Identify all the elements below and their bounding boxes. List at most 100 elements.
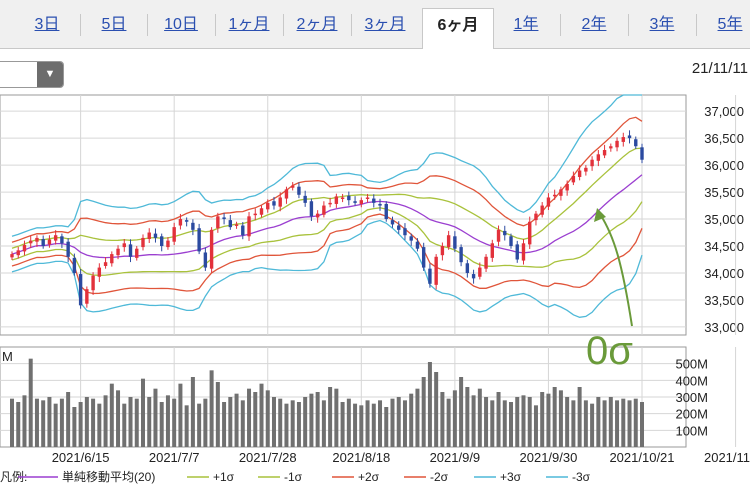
plus-3-sigma-line bbox=[11, 94, 642, 237]
candle-body bbox=[397, 225, 401, 230]
candle-body bbox=[103, 262, 108, 266]
volume-bar bbox=[546, 393, 551, 447]
price-tick-label: 36,000 bbox=[704, 158, 744, 173]
volume-bar bbox=[172, 398, 177, 447]
triangle-down-icon[interactable]: ▼ bbox=[37, 62, 63, 87]
candle-body bbox=[515, 244, 519, 260]
volume-bar bbox=[465, 387, 470, 447]
candle-body bbox=[621, 137, 625, 142]
candle-body bbox=[353, 201, 357, 203]
volume-bar bbox=[328, 387, 333, 447]
candle-body bbox=[640, 147, 644, 160]
tab-separator bbox=[215, 14, 216, 36]
volume-bar bbox=[265, 390, 270, 447]
candle-body bbox=[390, 220, 395, 225]
candle-body bbox=[284, 189, 289, 199]
minus-3-sigma-line bbox=[11, 219, 643, 318]
legend-label: +3σ bbox=[500, 470, 522, 484]
tab-period-0[interactable]: 3日 bbox=[34, 16, 60, 33]
candle-body bbox=[153, 233, 158, 238]
candle-body bbox=[365, 197, 370, 199]
tab-separator bbox=[80, 14, 81, 36]
volume-bar bbox=[22, 395, 27, 447]
volume-bar bbox=[147, 397, 152, 447]
tab-period-3[interactable]: 1ヶ月 bbox=[228, 16, 270, 33]
volume-bar bbox=[228, 397, 233, 447]
price-tick-label: 36,500 bbox=[704, 131, 744, 146]
tab-period-6[interactable]: 6ヶ月 bbox=[422, 8, 494, 49]
candle-body bbox=[78, 274, 83, 306]
tab-period-7[interactable]: 1年 bbox=[513, 16, 539, 33]
date-tick-label: 2021/7/28 bbox=[239, 450, 297, 465]
volume-bar bbox=[66, 392, 71, 447]
candle-body bbox=[91, 275, 95, 291]
tab-period-4[interactable]: 2ヶ月 bbox=[296, 16, 338, 33]
candle-body bbox=[172, 227, 176, 242]
volume-bar bbox=[78, 402, 83, 447]
tab-period-5[interactable]: 3ヶ月 bbox=[364, 16, 406, 33]
candle-body bbox=[178, 219, 183, 226]
tab-separator bbox=[560, 14, 561, 36]
candle-body bbox=[128, 244, 133, 257]
candle-body bbox=[372, 198, 376, 203]
candle-body bbox=[10, 254, 14, 258]
volume-bar bbox=[296, 402, 301, 447]
annotation-arrow-head bbox=[594, 208, 606, 222]
volume-bar bbox=[16, 402, 21, 447]
candle-body bbox=[496, 229, 501, 242]
candle-body bbox=[440, 246, 445, 256]
volume-tick-label: 300M bbox=[675, 390, 708, 405]
candle-body bbox=[409, 236, 413, 241]
volume-bar bbox=[41, 400, 46, 447]
candle-body bbox=[278, 197, 282, 207]
volume-bar bbox=[184, 405, 189, 447]
volume-bar bbox=[334, 388, 339, 447]
tab-period-10[interactable]: 5年 bbox=[717, 16, 743, 33]
candle-body bbox=[247, 216, 251, 237]
candle-body bbox=[16, 250, 20, 256]
candle-body bbox=[309, 201, 314, 217]
volume-unit-label: M bbox=[2, 349, 13, 364]
plus-1-sigma-line bbox=[11, 147, 643, 249]
candle-body bbox=[66, 241, 70, 257]
candle-body bbox=[590, 159, 594, 167]
tab-period-8[interactable]: 2年 bbox=[581, 16, 607, 33]
candle-body bbox=[503, 230, 507, 236]
tab-period-1[interactable]: 5日 bbox=[101, 16, 127, 33]
candle-body bbox=[184, 220, 189, 222]
date-tick-label: 2021/7/7 bbox=[149, 450, 200, 465]
tab-separator bbox=[351, 14, 352, 36]
volume-bar bbox=[402, 400, 407, 447]
candle-body bbox=[297, 186, 301, 195]
candle-body bbox=[552, 194, 557, 197]
volume-bar bbox=[415, 388, 420, 447]
tab-period-9[interactable]: 3年 bbox=[649, 16, 675, 33]
volume-bar bbox=[153, 388, 158, 447]
candle-body bbox=[359, 200, 364, 204]
volume-bar bbox=[490, 400, 495, 447]
candle-body bbox=[565, 183, 569, 191]
candle-body bbox=[534, 213, 538, 221]
candle-body bbox=[191, 222, 195, 230]
candle-body bbox=[546, 197, 551, 207]
price-tick-label: 33,000 bbox=[704, 320, 744, 335]
candle-body bbox=[384, 203, 388, 220]
volume-bar bbox=[178, 383, 183, 447]
volume-bar bbox=[434, 372, 439, 447]
minus-1-sigma-line bbox=[11, 201, 643, 276]
volume-bar bbox=[540, 392, 545, 447]
volume-bar bbox=[259, 383, 264, 447]
indicator-select[interactable]: ▼ bbox=[0, 61, 64, 88]
price-tick-label: 33,500 bbox=[704, 293, 744, 308]
volume-bar bbox=[253, 392, 258, 447]
volume-bar bbox=[533, 405, 538, 447]
minus-2-sigma-line bbox=[11, 213, 643, 295]
tab-period-2[interactable]: 10日 bbox=[164, 16, 198, 33]
candle-body bbox=[334, 196, 339, 204]
volume-bar bbox=[284, 403, 289, 447]
candle-body bbox=[303, 195, 307, 203]
volume-bar bbox=[222, 402, 227, 447]
volume-bar bbox=[577, 387, 582, 447]
volume-bar bbox=[371, 403, 376, 447]
candle-body bbox=[471, 274, 476, 279]
